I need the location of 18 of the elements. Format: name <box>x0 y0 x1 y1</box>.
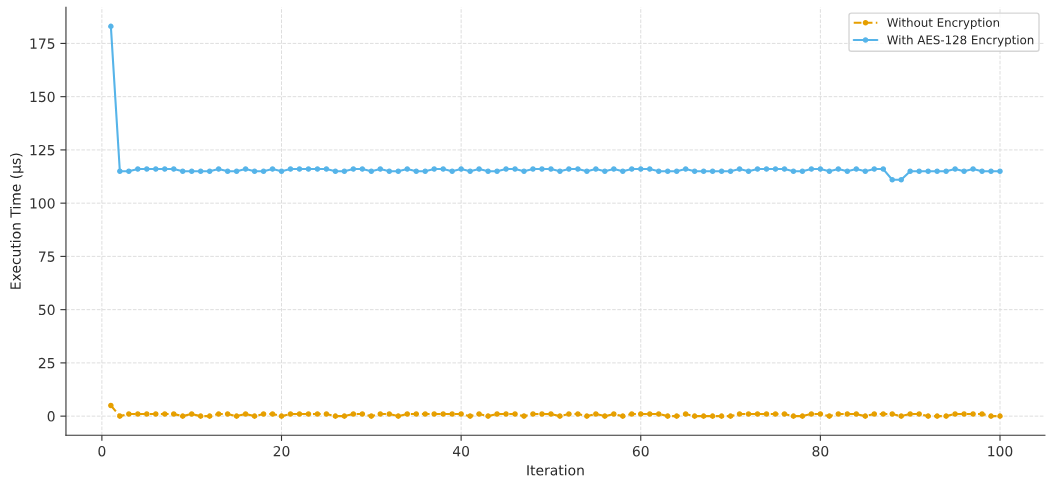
y-tick-label: 150 <box>30 91 55 103</box>
x-tick-label: 20 <box>273 445 290 457</box>
legend-label: Without Encryption <box>887 17 1000 30</box>
y-tick-label: 175 <box>30 38 55 49</box>
y-tick-label: 75 <box>39 251 55 262</box>
x-tick-label: 100 <box>988 445 1013 457</box>
y-tick-label: 0 <box>47 411 55 422</box>
y-tick-label: 100 <box>30 198 55 209</box>
x-tick-label: 0 <box>98 445 106 457</box>
x-tick-label: 80 <box>812 445 829 457</box>
x-axis-title: Iteration <box>527 464 584 476</box>
y-tick-label: 25 <box>38 357 55 369</box>
y-tick-label: 125 <box>30 144 55 156</box>
legend-label: With AES-128 Encryption <box>887 35 1034 47</box>
x-tick-label: 40 <box>452 445 470 457</box>
x-tick-label: 60 <box>632 445 649 457</box>
y-axis-title: Execution Time (µs) <box>10 153 24 289</box>
y-tick-label: 50 <box>38 304 55 316</box>
